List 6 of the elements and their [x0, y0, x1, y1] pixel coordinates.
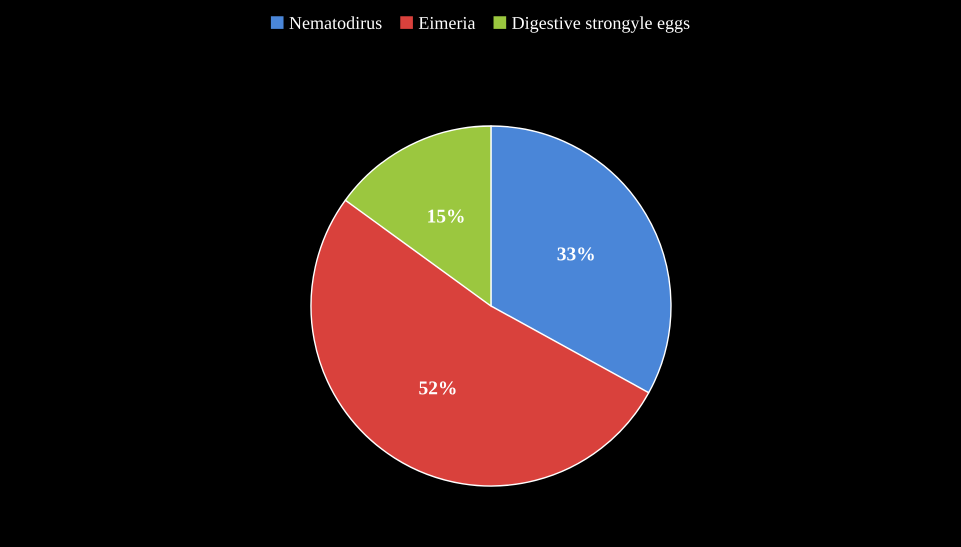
legend-label: Digestive strongyle eggs [512, 16, 690, 33]
legend-label: Eimeria [418, 16, 476, 30]
data-label: 33% [558, 247, 594, 261]
legend-label: Nematodirus [289, 16, 382, 30]
data-label: 52% [419, 381, 456, 395]
data-label: 15% [428, 210, 464, 223]
